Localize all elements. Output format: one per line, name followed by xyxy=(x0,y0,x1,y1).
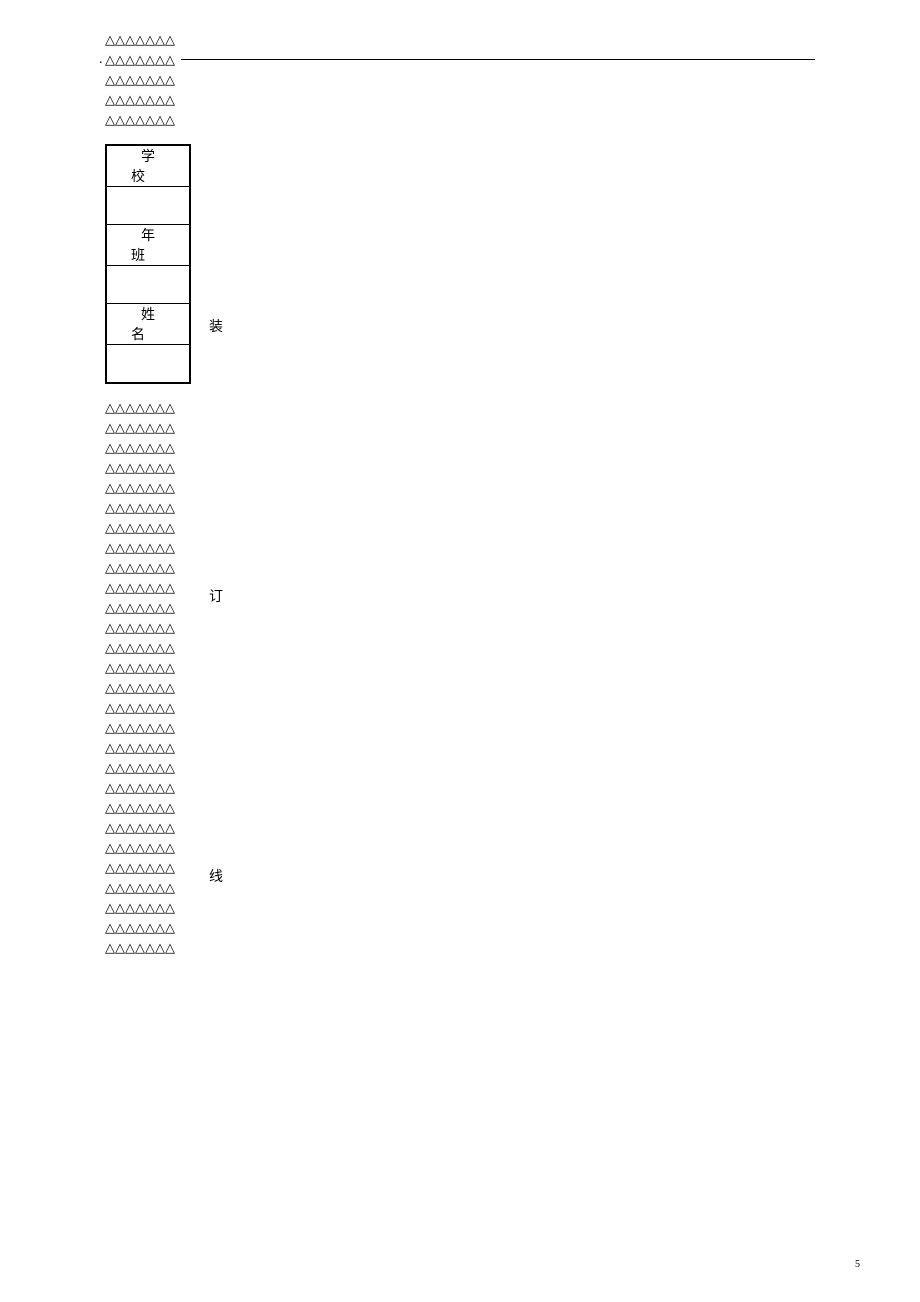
page-content: △△△△△△△ . △△△△△△△ △△△△△△△ △△△△△△△ △△△△△△… xyxy=(105,30,815,958)
triangle-row: △△△△△△△ xyxy=(105,90,815,110)
triangle-row: △△△△△△△ xyxy=(105,658,815,678)
student-info-table: 学 校 年 班 姓 名 xyxy=(105,144,191,384)
triangle-row: △△△△△△△ xyxy=(105,678,815,698)
label-class: 年 班 xyxy=(106,225,190,266)
value-class[interactable] xyxy=(106,266,190,304)
binding-marker-xian: 线 xyxy=(209,866,223,886)
triangle-row: △△△△△△△ xyxy=(105,518,815,538)
triangle-row: △△△△△△△ xyxy=(105,538,815,558)
triangle-block-top: △△△△△△△ . △△△△△△△ △△△△△△△ △△△△△△△ △△△△△△… xyxy=(105,30,815,130)
triangle-row: △△△△△△△ xyxy=(105,798,815,818)
triangle-row: △△△△△△△ xyxy=(105,30,815,50)
page-number: 5 xyxy=(855,1259,860,1270)
triangle-row: △△△△△△△ xyxy=(105,50,175,70)
horizontal-rule xyxy=(181,59,815,60)
label-school: 学 校 xyxy=(106,145,190,187)
triangle-row: △△△△△△△ xyxy=(105,398,815,418)
triangle-row: △△△△△△△ xyxy=(105,418,815,438)
triangle-row: △△△△△△△ xyxy=(105,70,815,90)
triangle-row: △△△△△△△ xyxy=(105,898,815,918)
triangle-row: △△△△△△△ xyxy=(105,718,815,738)
triangle-row: △△△△△△△ xyxy=(105,738,815,758)
binding-marker-zhuang: 装 xyxy=(209,316,223,336)
triangle-row: △△△△△△△ xyxy=(105,558,815,578)
triangle-row: △△△△△△△ xyxy=(105,458,815,478)
triangle-row: △△△△△△△ xyxy=(105,838,815,858)
binding-marker-ding: 订 xyxy=(209,586,223,606)
triangle-row-with-rule: . △△△△△△△ xyxy=(105,50,815,70)
triangle-row: △△△△△△△ xyxy=(105,498,815,518)
triangle-row: △△△△△△△ xyxy=(105,478,815,498)
value-name[interactable] xyxy=(106,345,190,383)
triangle-row: △△△△△△△ xyxy=(105,778,815,798)
triangle-row: △△△△△△△ xyxy=(105,110,815,130)
label-name: 姓 名 xyxy=(106,304,190,345)
bullet-dot: . xyxy=(99,52,103,68)
triangle-row: △△△△△△△ xyxy=(105,758,815,778)
triangle-row: △△△△△△△ xyxy=(105,818,815,838)
triangle-row: △△△△△△△ xyxy=(105,698,815,718)
triangle-row: △△△△△△△ xyxy=(105,618,815,638)
triangle-row: △△△△△△△ xyxy=(105,438,815,458)
triangle-row: △△△△△△△ xyxy=(105,918,815,938)
value-school[interactable] xyxy=(106,187,190,225)
triangle-row: △△△△△△△ xyxy=(105,938,815,958)
triangle-row: △△△△△△△ xyxy=(105,638,815,658)
